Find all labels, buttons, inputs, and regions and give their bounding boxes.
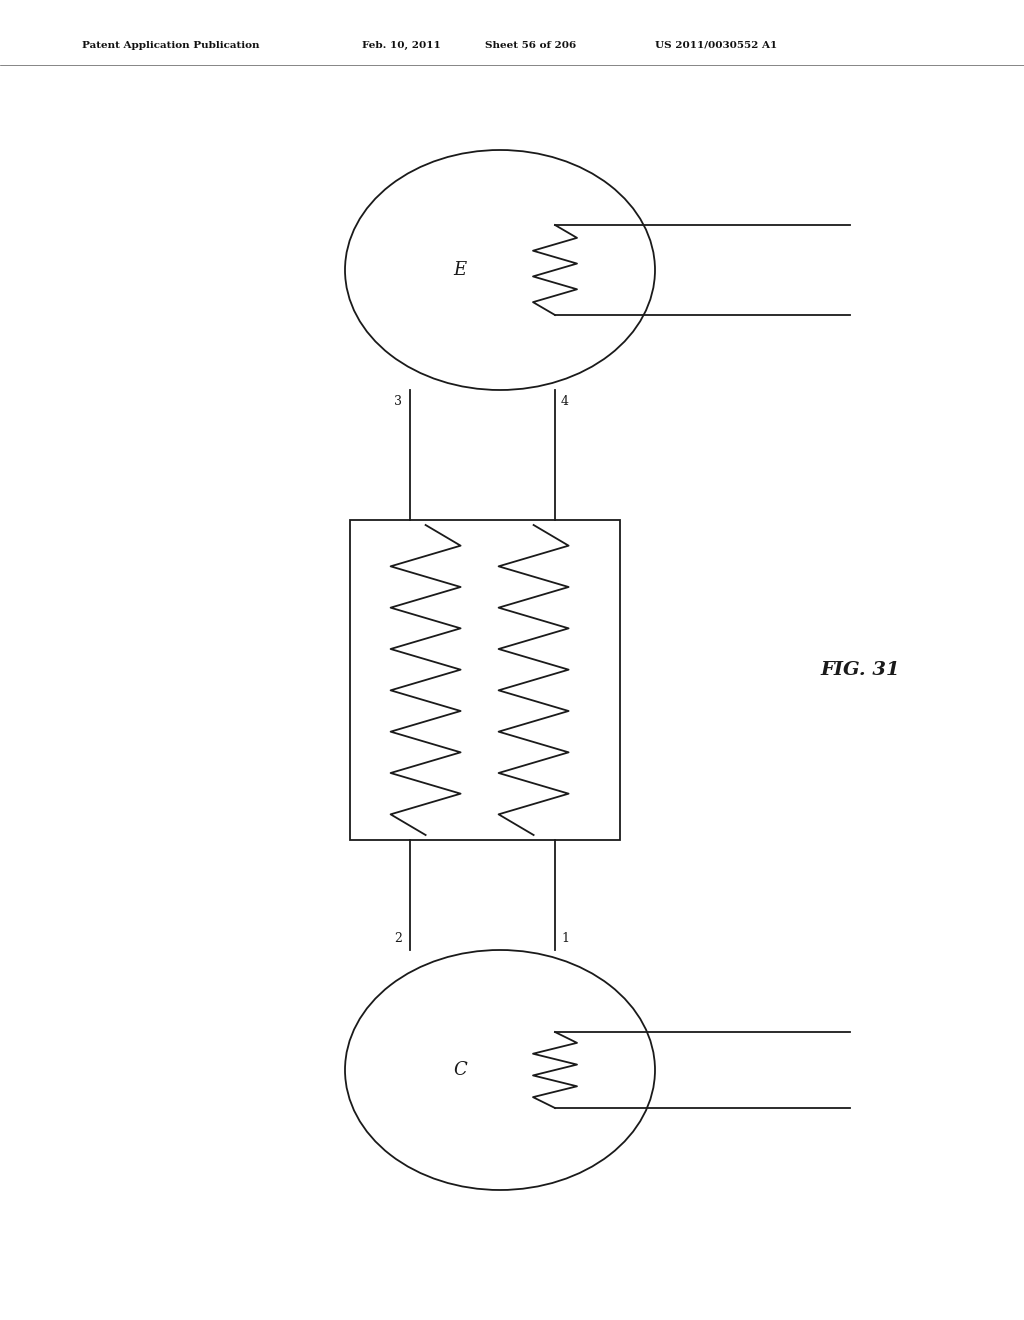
Text: C: C [454, 1061, 467, 1078]
Text: Patent Application Publication: Patent Application Publication [82, 41, 259, 49]
Text: FIG. 31: FIG. 31 [820, 661, 900, 678]
Text: US 2011/0030552 A1: US 2011/0030552 A1 [655, 41, 777, 49]
Text: Sheet 56 of 206: Sheet 56 of 206 [485, 41, 577, 49]
Text: 1: 1 [561, 932, 569, 945]
Bar [350, 520, 620, 840]
Text: 4: 4 [561, 395, 569, 408]
Text: E: E [454, 261, 467, 279]
Text: 2: 2 [394, 932, 402, 945]
Text: Feb. 10, 2011: Feb. 10, 2011 [362, 41, 440, 50]
Text: 3: 3 [394, 395, 402, 408]
